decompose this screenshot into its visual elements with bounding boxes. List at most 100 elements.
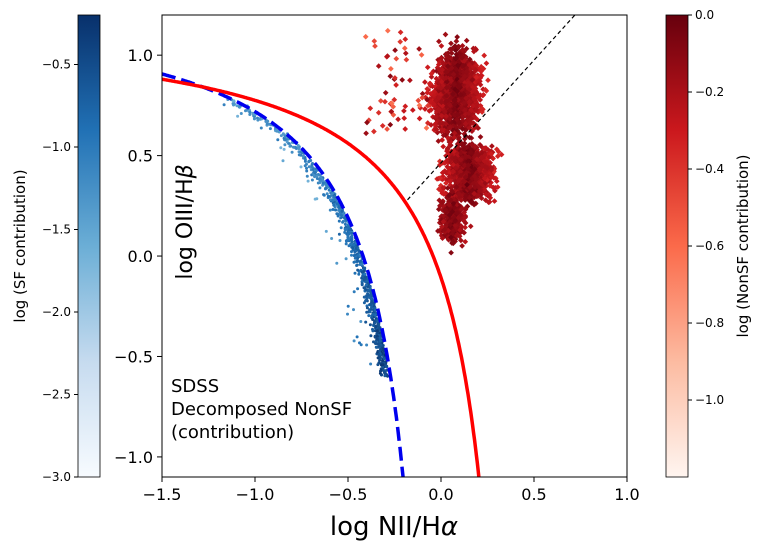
sf-point [336,214,340,218]
sf-point [283,143,287,147]
nonsf-point [446,178,453,184]
nonsf-point [473,77,480,84]
sf-point [345,227,348,231]
colorbar-tick-label: −3.0 [42,470,71,484]
sf-point [299,165,303,169]
sf-point [337,232,341,236]
sf-point [348,232,352,235]
nonsf-point [397,38,404,45]
nonsf-point [447,102,454,109]
sf-point [282,147,286,151]
plot-area: −1.5 −1.0 −0.5 0.0 0.5 1.0 −1.0−0.50.00.51.0 … [114,14,640,542]
nonsf-point [424,96,430,103]
nonsf-point [432,97,439,104]
sf-point [380,373,383,377]
nonsf-point [449,188,456,195]
nonsf-point [439,235,446,242]
nonsf-point [461,146,468,152]
sf-point [364,283,368,287]
sf-point [294,147,298,150]
sf-point [364,320,368,324]
nonsf-point [457,150,464,156]
sf-point [303,159,307,163]
colorbar-sf-gradient [77,14,101,478]
nonsf-point [459,76,466,82]
nonsf-point [387,121,394,128]
nonsf-point [436,38,442,45]
nonsf-point [462,214,468,221]
nonsf-point [401,108,407,114]
nonsf-point [465,79,472,86]
colorbar-tick-label: −0.4 [695,162,724,176]
sf-point [222,103,226,107]
nonsf-point [462,120,469,127]
nonsf-point [442,108,448,115]
sf-point [357,248,360,252]
nonsf-point [392,75,398,81]
sf-point [343,230,347,234]
sf-point [364,275,367,279]
nonsf-point [403,56,410,63]
y-tick-label: 0.0 [128,247,153,266]
sf-point [313,171,317,174]
nonsf-point [418,52,425,58]
nonsf-point [471,190,478,197]
sf-point [362,269,366,273]
sf-point [374,325,378,329]
nonsf-point [454,34,461,40]
sf-point [370,300,374,304]
annotation-line-1: SDSS [171,376,219,397]
nonsf-point [446,173,453,180]
nonsf-point [395,116,401,123]
colorbar-nonsf-gradient [665,14,689,478]
nonsf-point [446,212,453,218]
sf-point [319,175,323,179]
nonsf-point [458,237,464,244]
nonsf-point [489,143,495,149]
sf-point [347,226,351,229]
nonsf-point [448,78,455,84]
sf-point [378,358,382,362]
nonsf-point [448,249,454,256]
nonsf-point [477,75,484,81]
nonsf-point [477,81,484,88]
sf-point [297,147,301,151]
sf-point [368,310,372,314]
nonsf-point [465,110,472,117]
nonsf-point [397,29,404,36]
sf-point [352,243,356,247]
nonsf-point [453,116,460,123]
colorbar-tick-label: −1.0 [42,140,71,154]
nonsf-point [464,181,470,188]
sf-point [310,178,314,182]
nonsf-point [438,112,445,119]
nonsf-point [454,111,461,118]
nonsf-point [471,96,478,103]
nonsf-point [462,193,469,200]
nonsf-point [461,229,467,236]
colorbar-tick-label: −2.5 [42,388,71,402]
nonsf-point [456,177,462,184]
sf-point [248,110,252,114]
nonsf-point [470,180,476,187]
sf-point [374,345,378,349]
nonsf-point [468,149,474,156]
sf-point [346,235,350,239]
nonsf-point [407,77,413,84]
sf-point [290,150,294,154]
nonsf-point [439,137,446,143]
sf-point [350,231,354,235]
nonsf-point [458,197,465,204]
sf-point [324,229,328,233]
nonsf-point [401,45,408,52]
sf-point [385,368,388,372]
sf-point [350,250,353,254]
sf-point [305,174,309,178]
nonsf-point [454,210,461,216]
sf-point [326,194,330,198]
nonsf-point [438,43,445,49]
sf-point [383,374,387,378]
nonsf-point [445,134,451,141]
nonsf-point [469,141,475,148]
